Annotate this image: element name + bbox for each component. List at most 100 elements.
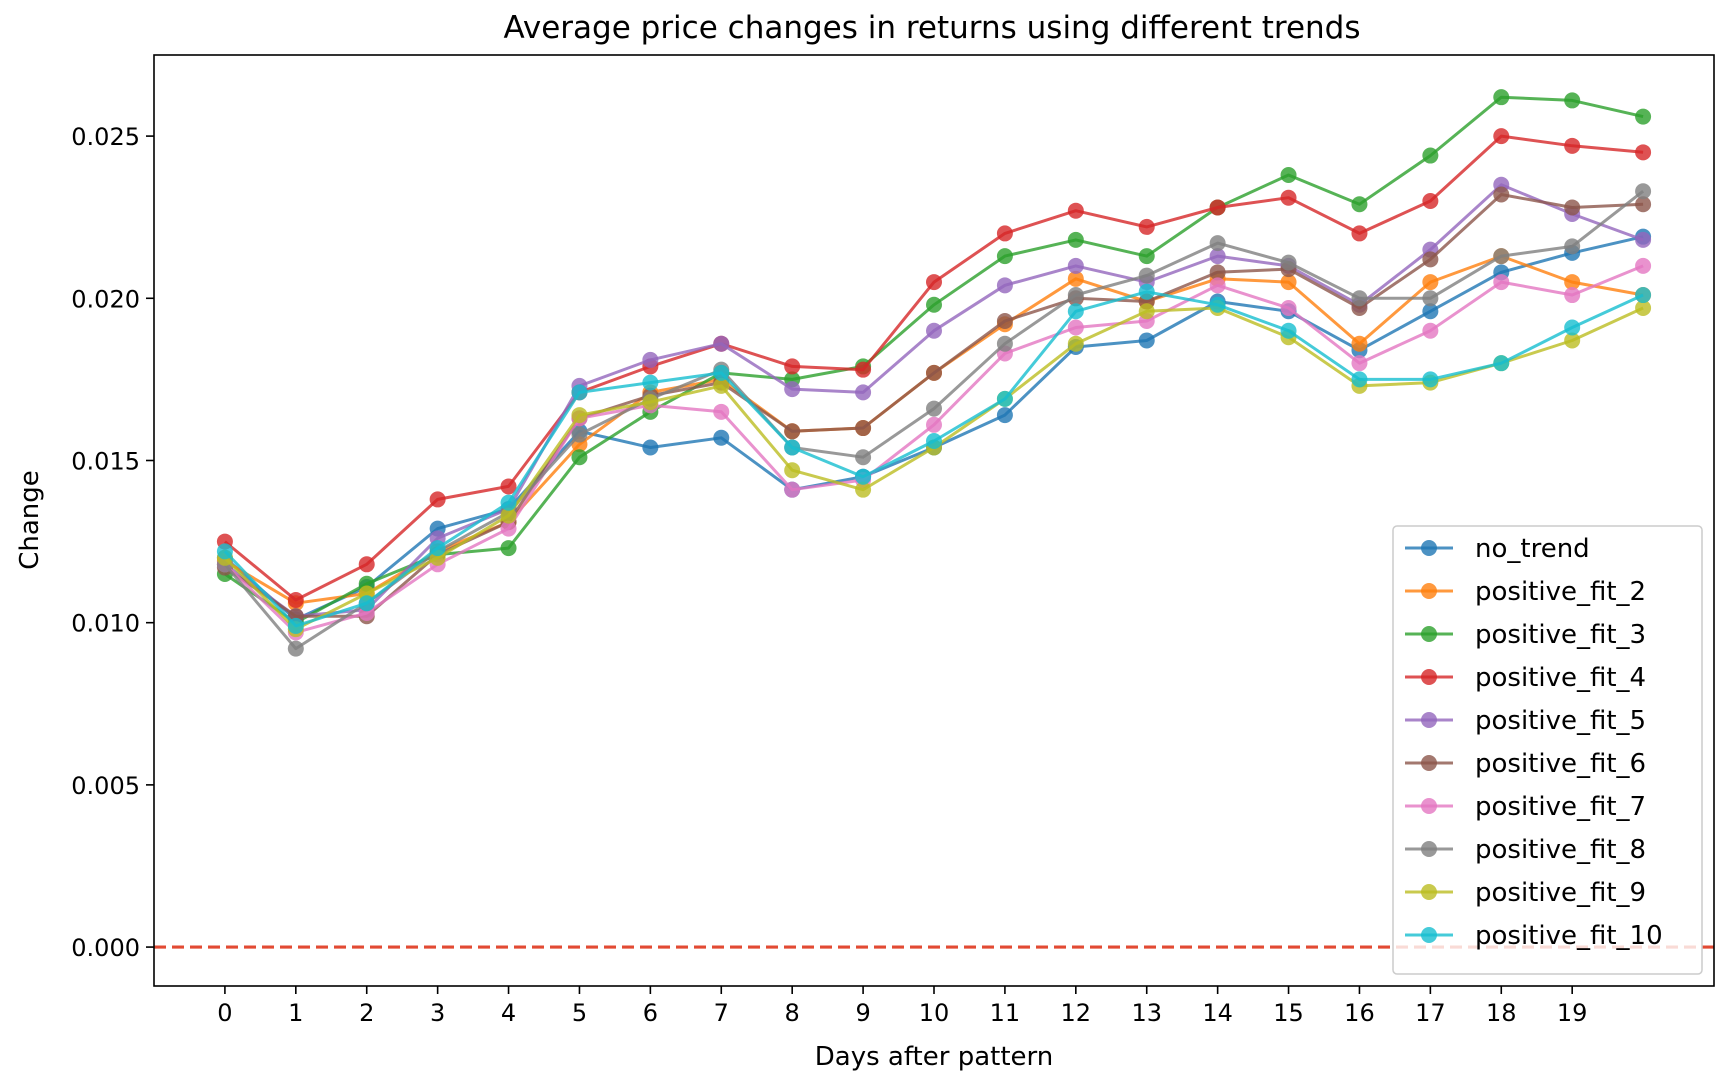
legend-item-positive_fit_2: positive_fit_2 <box>1405 577 1646 607</box>
x-tick-label: 19 <box>1557 999 1588 1027</box>
data-point-positive_fit_2-15 <box>1280 274 1297 291</box>
data-point-positive_fit_10-3 <box>429 540 446 557</box>
data-point-positive_fit_5-11 <box>996 277 1013 294</box>
data-point-positive_fit_10-6 <box>642 374 659 391</box>
data-point-positive_fit_5-20 <box>1635 231 1652 248</box>
data-point-positive_fit_10-19 <box>1564 319 1581 336</box>
legend-swatch-marker <box>1421 884 1437 900</box>
data-point-positive_fit_4-12 <box>1067 202 1084 219</box>
legend: no_trend positive_fit_2 positive_fit_3posi… <box>1392 525 1703 975</box>
data-point-positive_fit_4-11 <box>996 225 1013 242</box>
y-tick-label: 0.000 <box>71 934 140 962</box>
x-tick-label: 3 <box>430 999 445 1027</box>
data-point-positive_fit_4-19 <box>1564 137 1581 154</box>
data-point-positive_fit_10-11 <box>996 390 1013 407</box>
y-tick-label: 0.010 <box>71 610 140 638</box>
legend-swatch-marker <box>1421 669 1437 685</box>
x-tick-label: 12 <box>1061 999 1092 1027</box>
legend-label: positive_fit_10 <box>1475 921 1663 951</box>
data-point-positive_fit_9-6 <box>642 394 659 411</box>
data-point-positive_fit_10-9 <box>855 468 872 485</box>
legend-label: positive_fit_7 <box>1475 792 1646 822</box>
data-point-positive_fit_10-2 <box>358 595 375 612</box>
legend-item-positive_fit_3: positive_fit_3 <box>1405 620 1646 650</box>
data-point-positive_fit_10-8 <box>784 439 801 456</box>
data-point-positive_fit_8-19 <box>1564 238 1581 255</box>
data-point-positive_fit_7-16 <box>1351 355 1368 372</box>
legend-swatch-marker <box>1421 540 1437 556</box>
data-point-positive_fit_10-15 <box>1280 322 1297 339</box>
data-point-positive_fit_7-19 <box>1564 287 1581 304</box>
data-point-positive_fit_10-1 <box>287 617 304 634</box>
legend-item-no_trend: no_trend <box>1405 534 1590 564</box>
legend-item-positive_fit_8: positive_fit_8 <box>1405 835 1646 865</box>
legend-label: positive_fit_2 <box>1475 577 1646 607</box>
data-point-positive_fit_6-11 <box>996 313 1013 329</box>
x-tick-label: 16 <box>1344 999 1375 1027</box>
data-point-positive_fit_4-13 <box>1138 218 1155 235</box>
data-point-positive_fit_3-19 <box>1564 92 1581 109</box>
data-point-positive_fit_10-17 <box>1422 371 1439 388</box>
data-point-positive_fit_8-5 <box>571 426 588 443</box>
data-point-positive_fit_10-13 <box>1138 283 1155 300</box>
x-tick-label: 15 <box>1273 999 1304 1027</box>
data-point-positive_fit_6-20 <box>1635 196 1652 213</box>
data-point-positive_fit_10-7 <box>713 364 730 381</box>
data-point-positive_fit_6-8 <box>784 423 801 440</box>
legend-label: positive_fit_3 <box>1475 620 1646 650</box>
data-point-positive_fit_8-11 <box>996 335 1013 352</box>
x-tick-label: 11 <box>990 999 1021 1027</box>
y-tick-label: 0.025 <box>71 123 140 151</box>
data-point-positive_fit_7-20 <box>1635 257 1652 274</box>
data-point-positive_fit_7-8 <box>784 481 801 498</box>
data-point-positive_fit_3-4 <box>500 540 517 557</box>
x-tick-label: 4 <box>501 999 516 1027</box>
data-point-positive_fit_8-10 <box>926 400 942 417</box>
data-point-positive_fit_4-4 <box>500 478 517 495</box>
data-point-positive_fit_8-20 <box>1635 183 1652 200</box>
data-point-positive_fit_9-4 <box>500 507 517 524</box>
data-point-positive_fit_7-7 <box>713 403 730 420</box>
data-point-positive_fit_9-13 <box>1138 303 1155 320</box>
data-point-positive_fit_9-5 <box>571 407 588 424</box>
data-point-positive_fit_3-17 <box>1422 147 1439 164</box>
x-tick-label: 18 <box>1486 999 1517 1027</box>
y-tick-label: 0.005 <box>71 772 140 800</box>
data-point-no_trend-13 <box>1138 332 1155 349</box>
legend-label: positive_fit_5 <box>1475 706 1646 736</box>
x-tick-label: 2 <box>359 999 374 1027</box>
x-tick-label: 17 <box>1415 999 1446 1027</box>
legend-item-positive_fit_10: positive_fit_10 <box>1405 921 1663 951</box>
data-point-positive_fit_8-14 <box>1209 235 1226 252</box>
data-point-positive_fit_4-14 <box>1209 199 1226 216</box>
data-point-positive_fit_4-16 <box>1351 225 1368 242</box>
data-point-positive_fit_8-15 <box>1280 254 1297 271</box>
data-point-positive_fit_8-17 <box>1422 290 1439 307</box>
legend-label: positive_fit_8 <box>1475 835 1646 865</box>
data-point-positive_fit_2-17 <box>1422 274 1439 291</box>
legend-item-positive_fit_5: positive_fit_5 <box>1405 706 1646 736</box>
x-tick-label: 5 <box>572 999 587 1027</box>
x-tick-label: 9 <box>855 999 870 1027</box>
x-tick-label: 0 <box>217 999 232 1027</box>
data-point-positive_fit_8-9 <box>855 449 872 466</box>
data-point-positive_fit_10-5 <box>571 384 588 401</box>
data-point-positive_fit_3-12 <box>1067 231 1084 248</box>
data-point-positive_fit_4-18 <box>1493 128 1510 145</box>
data-point-positive_fit_10-20 <box>1635 287 1652 304</box>
data-point-positive_fit_7-15 <box>1280 300 1297 317</box>
data-point-positive_fit_5-9 <box>855 384 872 401</box>
data-point-positive_fit_10-16 <box>1351 371 1368 388</box>
legend-box <box>1392 525 1703 975</box>
data-point-positive_fit_9-8 <box>784 462 801 479</box>
data-point-positive_fit_3-11 <box>996 248 1013 265</box>
data-point-positive_fit_8-13 <box>1138 267 1155 284</box>
x-tick-label: 7 <box>714 999 729 1027</box>
data-point-positive_fit_3-10 <box>926 296 942 313</box>
x-tick-label: 6 <box>643 999 658 1027</box>
data-point-positive_fit_4-20 <box>1635 144 1652 161</box>
data-point-positive_fit_8-12 <box>1067 287 1084 304</box>
plot-area <box>154 89 1714 949</box>
data-point-positive_fit_9-19 <box>1564 332 1581 349</box>
